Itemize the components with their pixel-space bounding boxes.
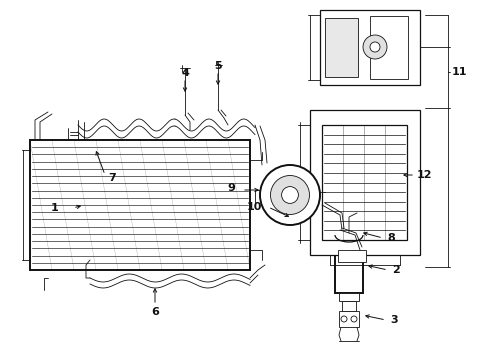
Circle shape	[370, 42, 380, 52]
Circle shape	[363, 35, 387, 59]
Circle shape	[282, 186, 298, 203]
Bar	[339, 311, 359, 327]
Bar	[325, 18, 358, 77]
Text: 11: 11	[452, 67, 467, 77]
Bar	[342, 301, 356, 311]
Circle shape	[341, 316, 347, 322]
Bar	[310, 110, 420, 255]
Text: 9: 9	[227, 183, 235, 193]
Circle shape	[270, 176, 310, 215]
Bar	[30, 140, 250, 270]
Bar	[370, 16, 408, 79]
Text: 10: 10	[246, 202, 262, 212]
Text: 5: 5	[214, 61, 222, 71]
Text: 6: 6	[151, 307, 159, 317]
Bar	[335, 235, 363, 293]
Text: 8: 8	[387, 233, 395, 243]
Text: 3: 3	[390, 315, 397, 325]
Bar	[339, 293, 359, 301]
Text: 12: 12	[417, 170, 433, 180]
Circle shape	[351, 316, 357, 322]
Text: 2: 2	[392, 265, 400, 275]
Text: 4: 4	[181, 68, 189, 78]
Bar	[322, 125, 407, 240]
Text: 7: 7	[108, 173, 116, 183]
Circle shape	[260, 165, 320, 225]
Text: 1: 1	[50, 203, 58, 213]
Bar	[320, 10, 420, 85]
Bar	[338, 250, 366, 262]
